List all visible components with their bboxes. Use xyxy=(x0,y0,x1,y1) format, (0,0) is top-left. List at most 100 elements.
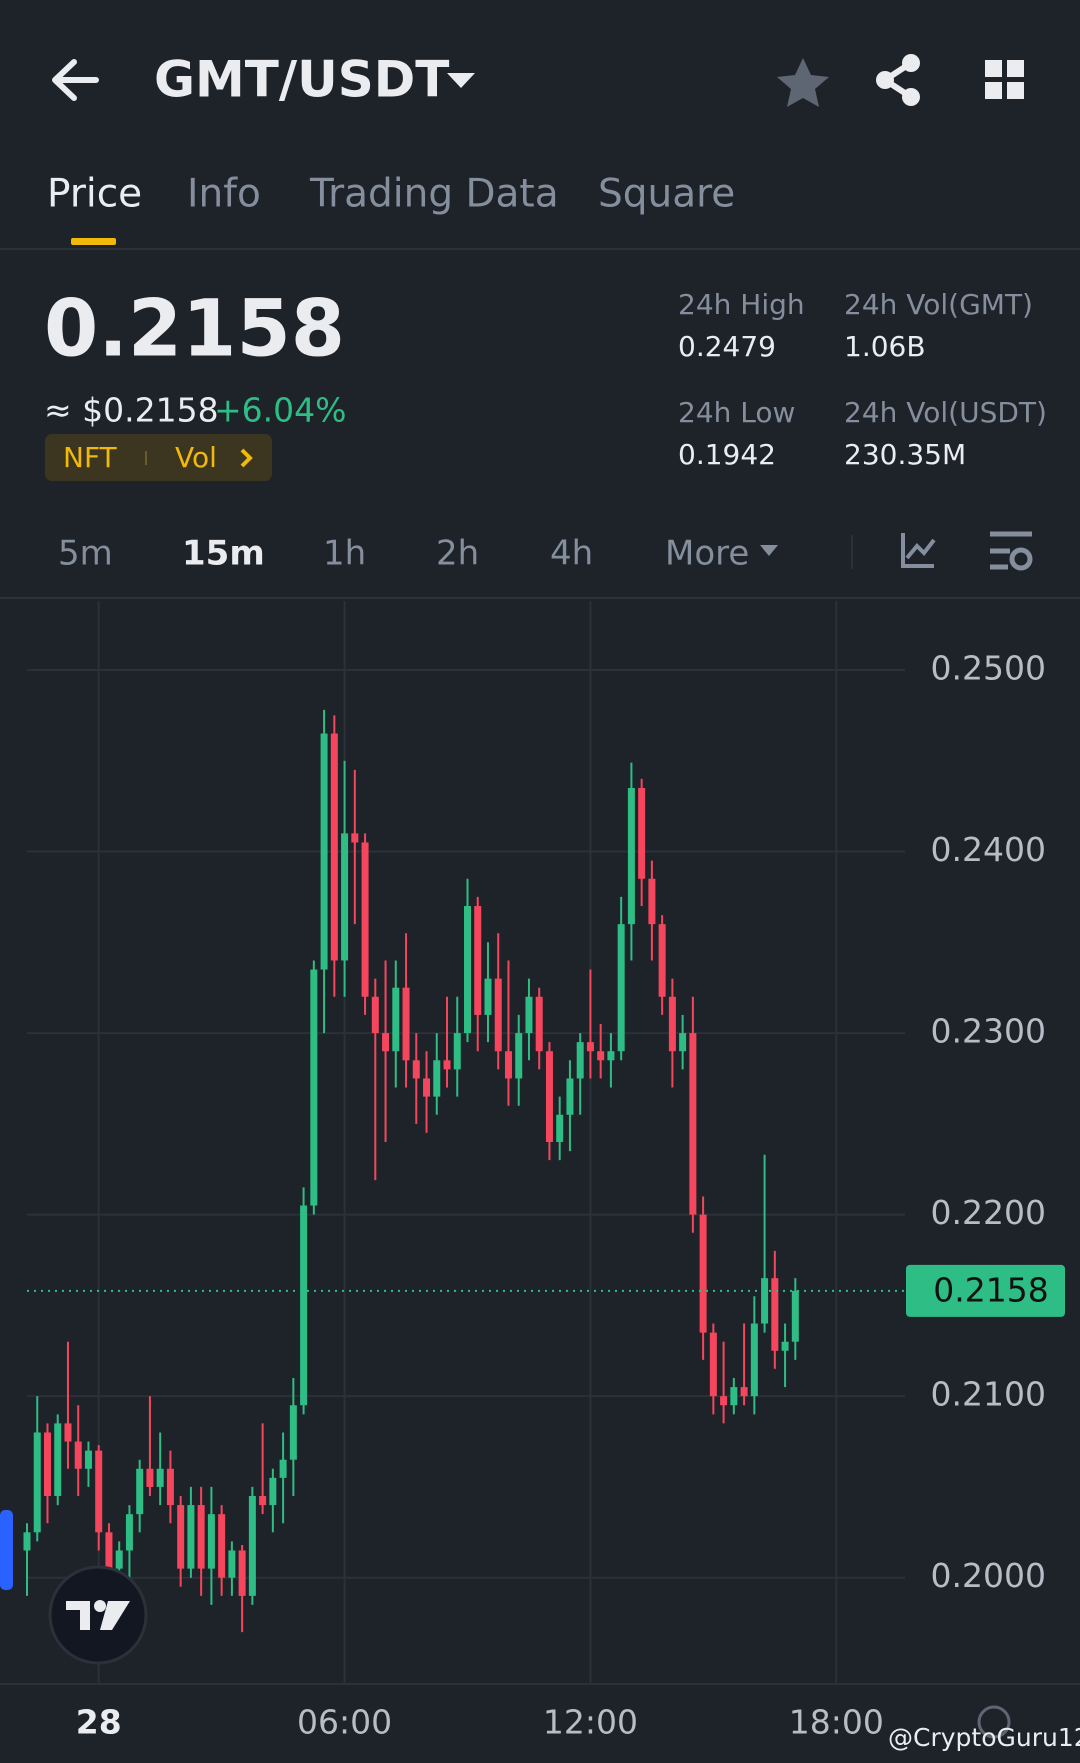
candle-body xyxy=(177,1505,185,1569)
candle-body xyxy=(289,1405,297,1460)
stat-label: 24h High xyxy=(678,288,805,321)
side-tab[interactable] xyxy=(0,1510,13,1590)
candle-body xyxy=(136,1468,144,1515)
stat-label: 24h Vol(GMT) xyxy=(844,288,1033,321)
badge-vol: Vol xyxy=(175,441,217,474)
candlestick-chart: 0.2000 0.2100 0.2200 0.2300 0.2400 0.2500 28 06… xyxy=(23,601,1065,1742)
candle-body xyxy=(699,1214,707,1333)
share-lines xyxy=(879,60,913,100)
candle-body xyxy=(791,1290,799,1342)
x-tick-label: 12:00 xyxy=(543,1703,638,1742)
grid-cell xyxy=(1007,60,1024,77)
candle-body xyxy=(371,996,379,1034)
x-tick-label: 18:00 xyxy=(789,1703,884,1742)
logo-mark xyxy=(66,1601,130,1630)
fiat-price: ≈ $0.2158 xyxy=(44,391,219,430)
candle-body xyxy=(494,978,502,1052)
theme-icon[interactable] xyxy=(977,1705,1011,1739)
tab-price[interactable]: Price xyxy=(47,172,142,217)
interval[interactable]: 1h xyxy=(323,534,366,574)
candle-body xyxy=(84,1450,92,1469)
tab-info[interactable]: Info xyxy=(187,172,261,217)
candle-body xyxy=(453,1033,461,1070)
badge-nft: NFT xyxy=(63,441,118,474)
candle-body xyxy=(23,1532,31,1551)
candle-body xyxy=(443,1060,451,1070)
candle-body xyxy=(156,1468,164,1487)
candle-body xyxy=(248,1496,256,1596)
stat-label: 24h Low xyxy=(678,396,795,429)
candle-body xyxy=(412,1060,420,1079)
tab-square[interactable]: Square xyxy=(598,172,735,217)
candle-body xyxy=(730,1387,738,1406)
separator xyxy=(851,535,853,569)
settings-icon[interactable] xyxy=(990,531,1033,571)
candle-body xyxy=(330,733,338,961)
candle-body xyxy=(351,833,359,843)
candle-body xyxy=(228,1550,236,1578)
indicator-icon[interactable] xyxy=(901,533,936,568)
pair-dropdown[interactable] xyxy=(447,73,475,88)
y-tick-label: 0.2300 xyxy=(931,1012,1046,1051)
candle-body xyxy=(617,924,625,1052)
candle-body xyxy=(525,996,533,1034)
candle-body xyxy=(54,1423,62,1497)
pair-title[interactable]: GMT/USDT xyxy=(154,51,449,109)
share-button[interactable] xyxy=(876,54,920,106)
grid-menu[interactable] xyxy=(985,60,1024,99)
candle-body xyxy=(433,1060,441,1097)
candle-body xyxy=(33,1432,41,1533)
candle-body xyxy=(320,733,328,970)
interval-active[interactable]: 15m xyxy=(182,534,265,574)
candle-body xyxy=(464,905,471,1034)
interval[interactable]: 2h xyxy=(436,534,479,574)
candle-body xyxy=(515,1033,523,1079)
candle-body xyxy=(166,1468,174,1506)
y-tick-label: 0.2400 xyxy=(931,830,1046,869)
candle-body xyxy=(361,842,369,997)
stat-value: 1.06B xyxy=(844,330,926,363)
candle-body xyxy=(720,1396,728,1406)
axis-line xyxy=(0,1683,1080,1685)
candle-body xyxy=(566,1078,574,1115)
interval[interactable]: 4h xyxy=(550,534,593,574)
candle-body xyxy=(535,996,543,1052)
candle-body xyxy=(771,1278,779,1351)
stat-value: 0.2479 xyxy=(678,330,776,363)
x-tick-label: 28 xyxy=(76,1703,122,1742)
candle-body xyxy=(125,1514,133,1551)
candle-body xyxy=(668,996,676,1052)
favorite-star[interactable] xyxy=(777,58,829,107)
candle-body xyxy=(484,978,492,1015)
watermark: @CryptoGuru12 xyxy=(888,1723,1080,1752)
candle-body xyxy=(761,1278,769,1324)
candle-body xyxy=(64,1423,72,1442)
tab-indicator xyxy=(71,238,116,245)
divider xyxy=(0,248,1080,250)
candle-body xyxy=(310,969,318,1206)
interval-more[interactable]: More xyxy=(665,534,749,574)
candle-body xyxy=(576,1042,584,1079)
back-button[interactable] xyxy=(52,59,99,101)
candle-body xyxy=(259,1496,267,1506)
divider xyxy=(0,597,1080,599)
candle-body xyxy=(105,1532,113,1569)
candle-body xyxy=(74,1441,82,1469)
settings-gear xyxy=(1009,547,1033,571)
stat-value: 0.1942 xyxy=(678,438,776,471)
tab-trading-data[interactable]: Trading Data xyxy=(309,172,559,217)
last-price-label: 0.2158 xyxy=(933,1270,1048,1309)
last-price-tag xyxy=(906,1264,1065,1317)
y-tick-label: 0.2100 xyxy=(931,1375,1046,1414)
candle-body xyxy=(750,1323,758,1397)
stat-value: 230.35M xyxy=(844,438,966,471)
y-tick-label: 0.2000 xyxy=(931,1556,1046,1595)
candle-body xyxy=(648,878,656,925)
candle-body xyxy=(597,1051,605,1061)
interval[interactable]: 5m xyxy=(58,534,113,574)
candle-body xyxy=(627,787,635,925)
tag-badge[interactable]: NFT Vol xyxy=(45,434,272,481)
candle-body xyxy=(269,1477,277,1506)
candle-body xyxy=(658,924,666,997)
